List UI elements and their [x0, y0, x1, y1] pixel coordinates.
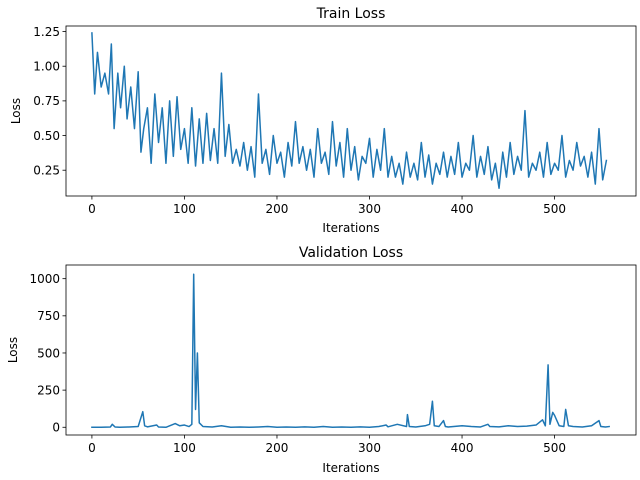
- train-x-axis-label: Iterations: [322, 221, 379, 235]
- train-xtick-label: 200: [266, 202, 289, 216]
- validation-series-line-0: [91, 273, 611, 429]
- train-series-line-0: [91, 32, 608, 189]
- train-ytick-label: 0.25: [33, 164, 60, 178]
- train-ytick-label: 0.75: [33, 94, 60, 108]
- validation-ytick-label: 250: [37, 383, 60, 397]
- validation-ytick-label: 750: [37, 309, 60, 323]
- validation-ytick-label: 1000: [29, 272, 60, 286]
- validation-xtick-label: 400: [451, 441, 474, 455]
- train-xtick-label: 500: [543, 202, 566, 216]
- train-xtick-label: 0: [88, 202, 96, 216]
- train-y-axis-label: Loss: [9, 98, 23, 124]
- train-ytick-label: 1.00: [33, 60, 60, 74]
- train-xtick-label: 400: [451, 202, 474, 216]
- validation-xtick-label: 500: [543, 441, 566, 455]
- validation-xtick-label: 0: [88, 441, 96, 455]
- validation-y-axis-label: Loss: [6, 337, 20, 363]
- train-axes-frame: [65, 25, 637, 197]
- train-chart-title: Train Loss: [316, 6, 386, 22]
- validation-x-axis-label: Iterations: [322, 461, 379, 475]
- train-ytick-label: 1.25: [33, 25, 60, 39]
- train-ytick-label: 0.50: [33, 129, 60, 143]
- validation-chart-title: Validation Loss: [299, 245, 403, 261]
- train-xtick-label: 100: [173, 202, 196, 216]
- validation-ytick-label: 500: [37, 346, 60, 360]
- validation-xtick-label: 100: [173, 441, 196, 455]
- validation-xtick-label: 300: [358, 441, 381, 455]
- validation-xtick-label: 200: [266, 441, 289, 455]
- train-xtick-label: 300: [358, 202, 381, 216]
- validation-ytick-label: 0: [52, 421, 60, 435]
- validation-axes-frame: [65, 264, 637, 436]
